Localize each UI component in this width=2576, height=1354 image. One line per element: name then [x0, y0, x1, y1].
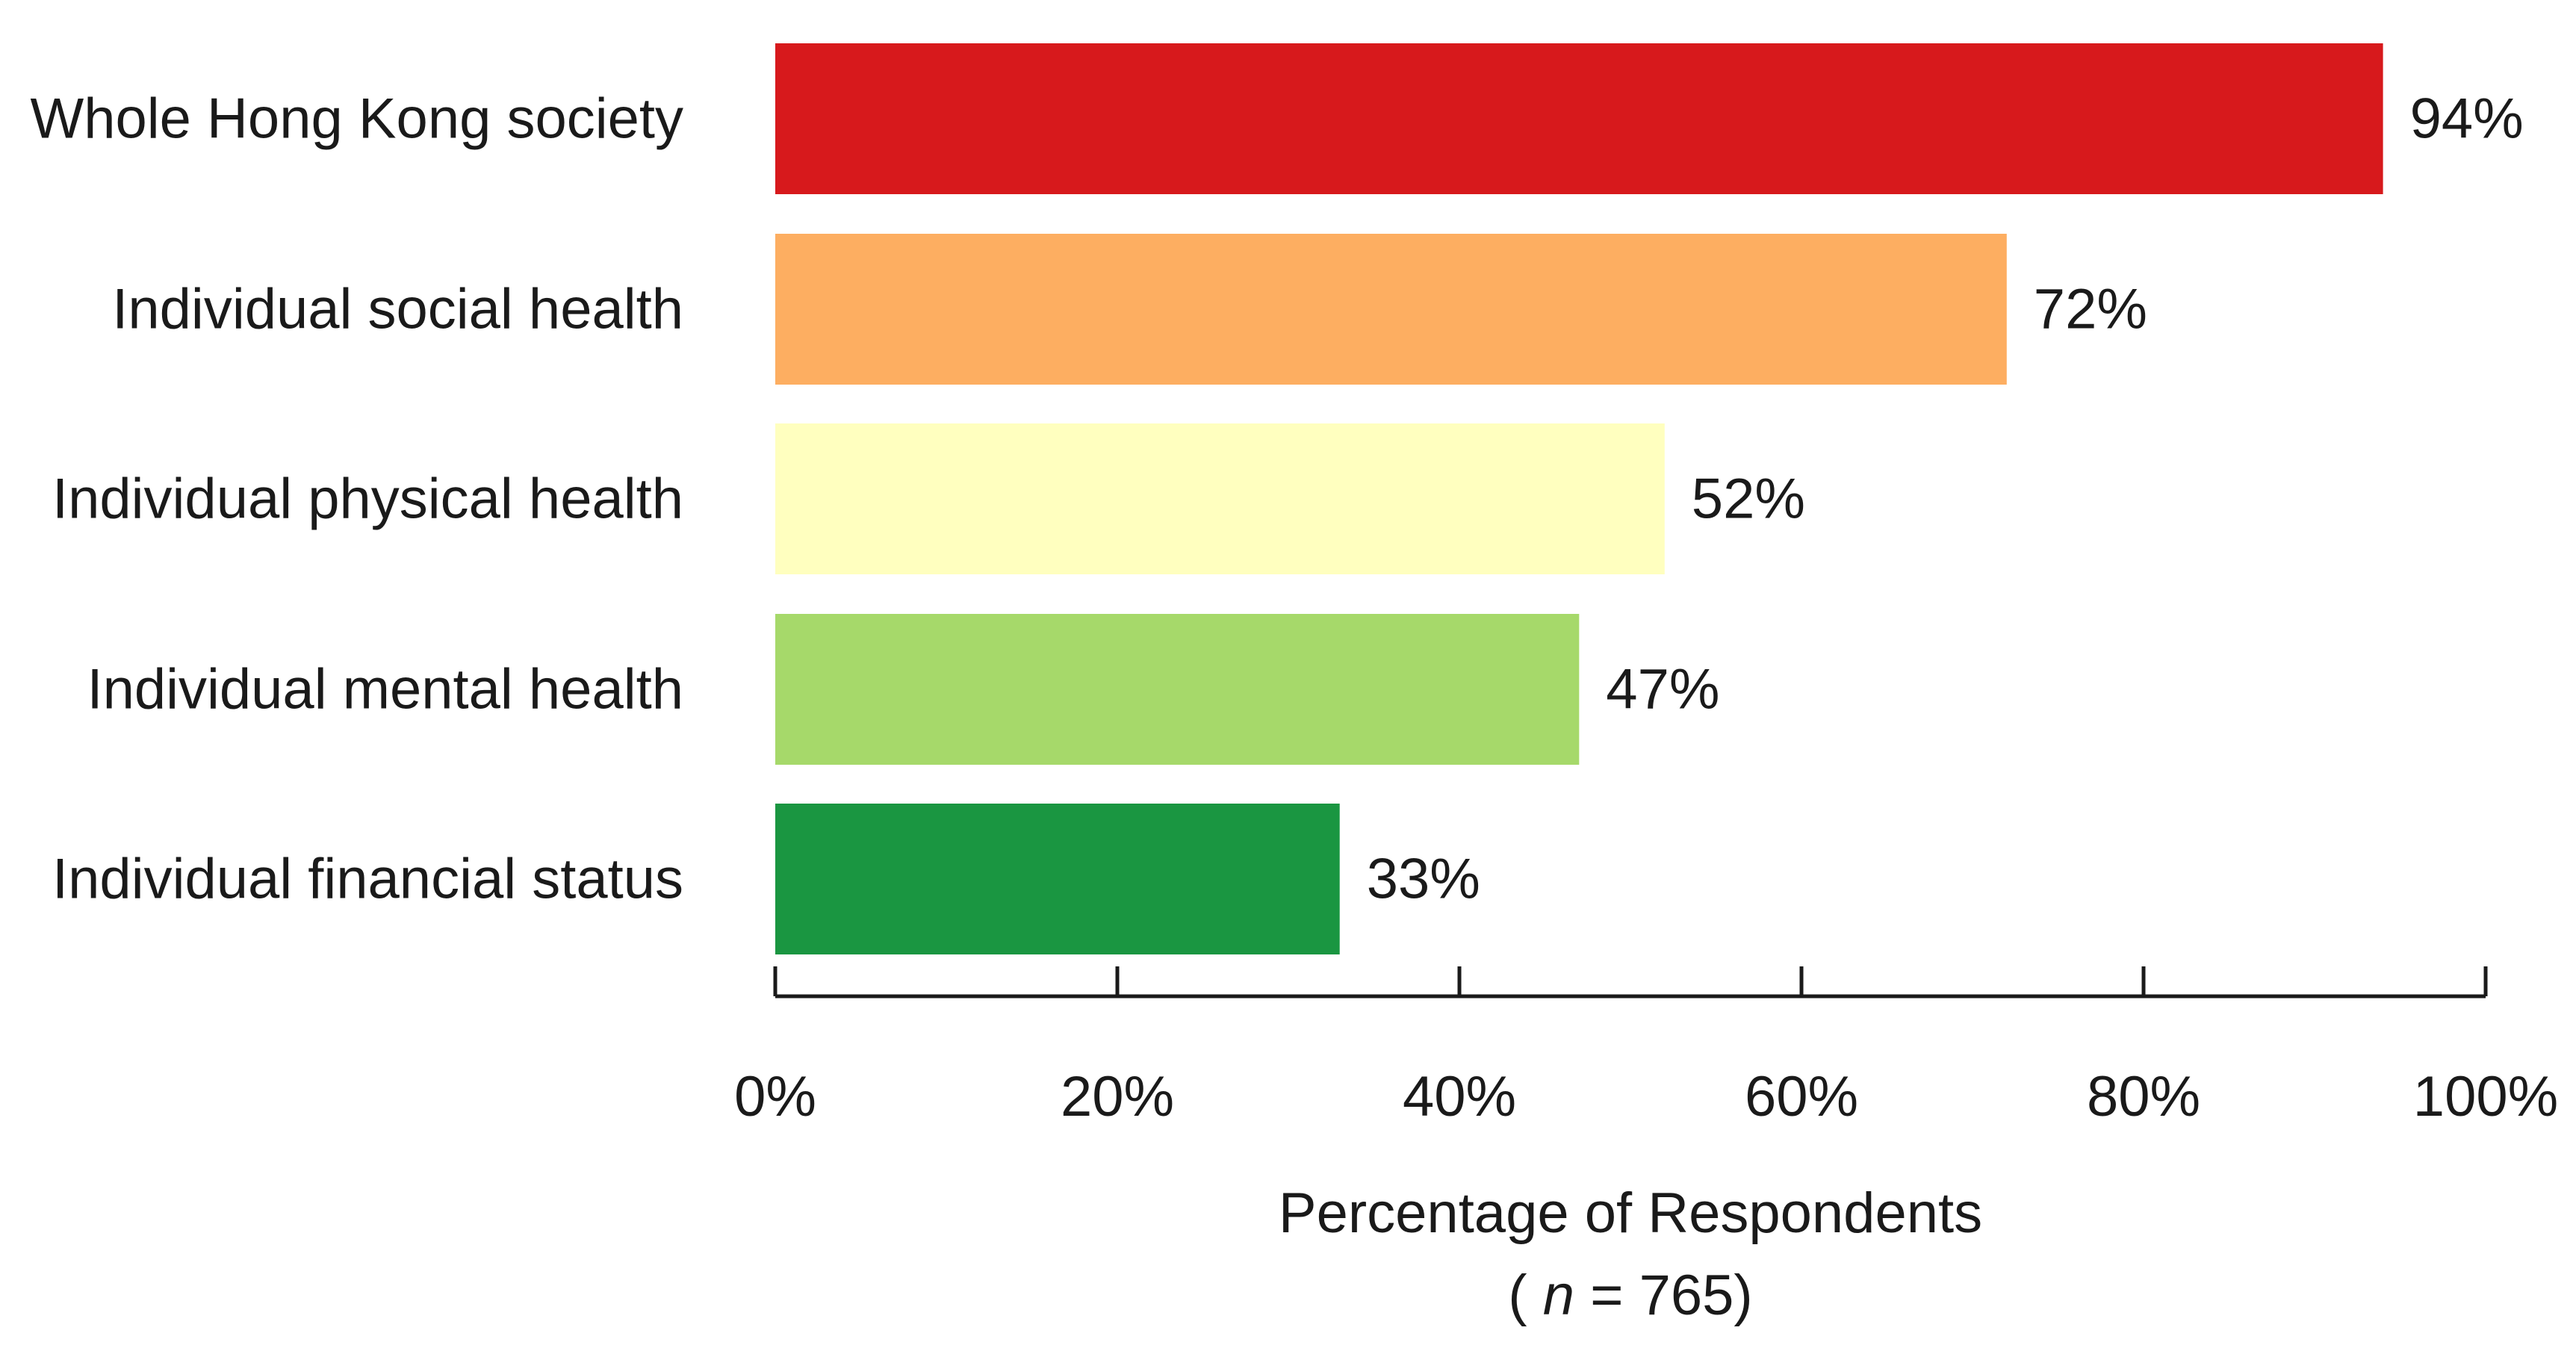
data-label-5: 33%	[1367, 848, 1480, 911]
category-label-3: Individual physical health	[52, 468, 683, 531]
bar-5	[775, 804, 1340, 954]
data-label-3: 52%	[1692, 468, 1805, 531]
data-label-1: 94%	[2410, 87, 2524, 151]
data-labels-layer: 94% 72% 52% 47% 33%	[1367, 87, 2524, 911]
x-tick-label-2: 20%	[1061, 1065, 1174, 1128]
category-labels-layer: Whole Hong Kong society Individual social…	[31, 87, 683, 911]
x-tick-label-5: 80%	[2087, 1065, 2200, 1128]
category-label-1: Whole Hong Kong society	[31, 87, 683, 151]
sample-size-value: = 765)	[1574, 1264, 1753, 1327]
data-label-2: 72%	[2034, 278, 2147, 341]
category-label-4: Individual mental health	[87, 658, 683, 721]
category-label-2: Individual social health	[112, 278, 683, 341]
x-tick-label-4: 60%	[1745, 1065, 1858, 1128]
sample-size-open: (	[1508, 1264, 1542, 1327]
x-axis: 0% 20% 40% 60% 80% 100%	[734, 966, 2558, 1128]
sample-size-variable: n	[1543, 1264, 1574, 1327]
bar-3	[775, 423, 1665, 574]
x-tick-label-3: 40%	[1403, 1065, 1516, 1128]
x-axis-title: Percentage of Respondents	[1279, 1181, 1982, 1245]
x-axis-sample-size: ( n = 765)	[1508, 1264, 1752, 1327]
x-tick-label-1: 0%	[734, 1065, 816, 1128]
bar-2	[775, 234, 2007, 385]
x-tick-label-6: 100%	[2413, 1065, 2558, 1128]
bar-4	[775, 614, 1580, 765]
data-label-4: 47%	[1606, 658, 1719, 721]
bar-1	[775, 43, 2383, 194]
bars-layer	[775, 43, 2383, 954]
category-label-5: Individual financial status	[52, 848, 683, 911]
